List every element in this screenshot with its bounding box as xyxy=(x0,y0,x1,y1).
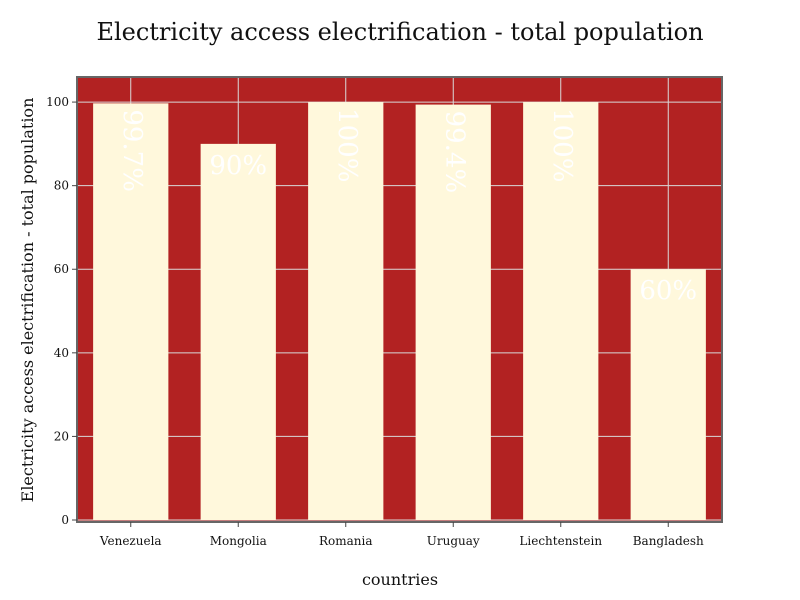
x-tick-label: Uruguay xyxy=(427,534,480,548)
data-label: 99.7% xyxy=(117,109,147,192)
bar xyxy=(415,104,491,521)
x-tick-label: Romania xyxy=(319,534,373,548)
x-axis-title: countries xyxy=(362,570,438,589)
data-label: 100% xyxy=(332,108,362,182)
bar xyxy=(630,269,706,520)
y-tick-label: 20 xyxy=(54,429,69,443)
data-label: 99.4% xyxy=(439,111,469,194)
y-axis-ticks: 0 20 40 60 80 100 xyxy=(46,95,77,527)
data-label: 60% xyxy=(639,276,697,306)
plot-area xyxy=(77,77,722,522)
y-axis-title: Electricity access electrification - tot… xyxy=(18,98,37,503)
y-tick-label: 80 xyxy=(54,179,69,193)
x-tick-label: Liechtenstein xyxy=(519,534,602,548)
bar xyxy=(200,143,276,520)
y-tick-label: 60 xyxy=(54,262,69,276)
y-tick-label: 100 xyxy=(46,95,69,109)
bar xyxy=(93,103,169,520)
data-labels: 99.7% 90% 100% 99.4% 100% 60% xyxy=(117,108,697,306)
x-axis-ticks: Venezuela Mongolia Romania Uruguay Liechtens… xyxy=(99,522,704,548)
data-label: 90% xyxy=(209,151,267,181)
bars xyxy=(93,102,706,521)
x-tick-label: Mongolia xyxy=(210,534,267,548)
data-label: 100% xyxy=(547,108,577,182)
x-tick-label: Venezuela xyxy=(99,534,162,548)
y-tick-label: 0 xyxy=(61,513,69,527)
bar xyxy=(523,102,599,520)
plot-frame xyxy=(76,76,723,523)
y-tick-label: 40 xyxy=(54,346,69,360)
x-tick-label: Bangladesh xyxy=(633,534,704,548)
chart-title: Electricity access electrification - tot… xyxy=(96,18,703,46)
bar xyxy=(308,102,384,520)
